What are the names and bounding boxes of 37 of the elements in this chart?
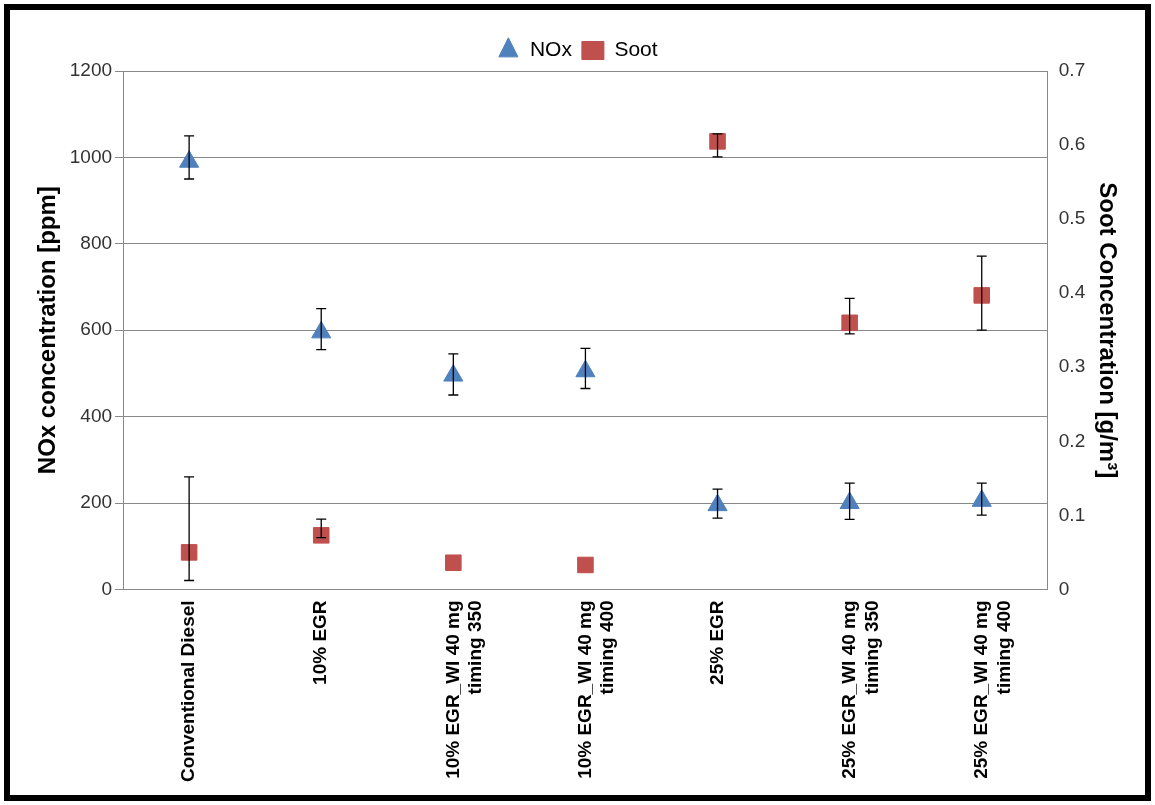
x-tick-label: 25% EGR: [705, 600, 727, 685]
y2-tick-label: 0.6: [1058, 133, 1086, 155]
y2-tick-label: 0.1: [1058, 503, 1086, 525]
x-tick-label: Conventional Diesel: [177, 600, 199, 783]
point: [577, 556, 594, 574]
point: [445, 554, 462, 572]
point: [973, 287, 991, 304]
x-tick-label: 25% EGR_WI 40 mg timing 400: [969, 600, 1014, 779]
y2-tick-label: 0.3: [1058, 355, 1086, 377]
legend-label: Soot: [614, 37, 658, 61]
y-tick-label: 0: [101, 577, 113, 599]
point: [575, 359, 596, 378]
y2-tick-label: 0.4: [1058, 281, 1086, 303]
y-tick-label: 400: [80, 404, 113, 426]
y-tick-label: 800: [80, 232, 113, 254]
y2-tick-label: 0.7: [1058, 59, 1086, 81]
x-tick-label: 10% EGR_WI 40 mg timing 400: [573, 600, 618, 779]
x-tick-label: 10% EGR_WI 40 mg timing 350: [441, 600, 486, 779]
y-tick-label: 200: [80, 491, 113, 513]
point: [707, 493, 728, 512]
x-tick-label: 10% EGR: [309, 600, 331, 685]
y2-tick-label: 0.5: [1058, 207, 1086, 229]
y-axis-title: NOx concentration [ppm]: [33, 186, 61, 475]
x-tick-label: 25% EGR_WI 40 mg timing 350: [837, 600, 882, 779]
legend-label: NOx: [529, 37, 573, 61]
y-tick-label: 1200: [69, 59, 113, 81]
y2-tick-label: 0.2: [1058, 429, 1086, 451]
point: [839, 491, 860, 509]
point: [443, 364, 464, 382]
y2-axis-title: Soot Concentration [g/m³]: [1094, 182, 1122, 479]
y2-tick-label: 0: [1058, 577, 1070, 599]
point: [311, 320, 332, 339]
y-tick-label: 600: [80, 318, 113, 340]
point: [971, 489, 992, 507]
y-tick-label: 1000: [69, 145, 113, 167]
point: [312, 527, 330, 544]
point: [841, 314, 858, 332]
